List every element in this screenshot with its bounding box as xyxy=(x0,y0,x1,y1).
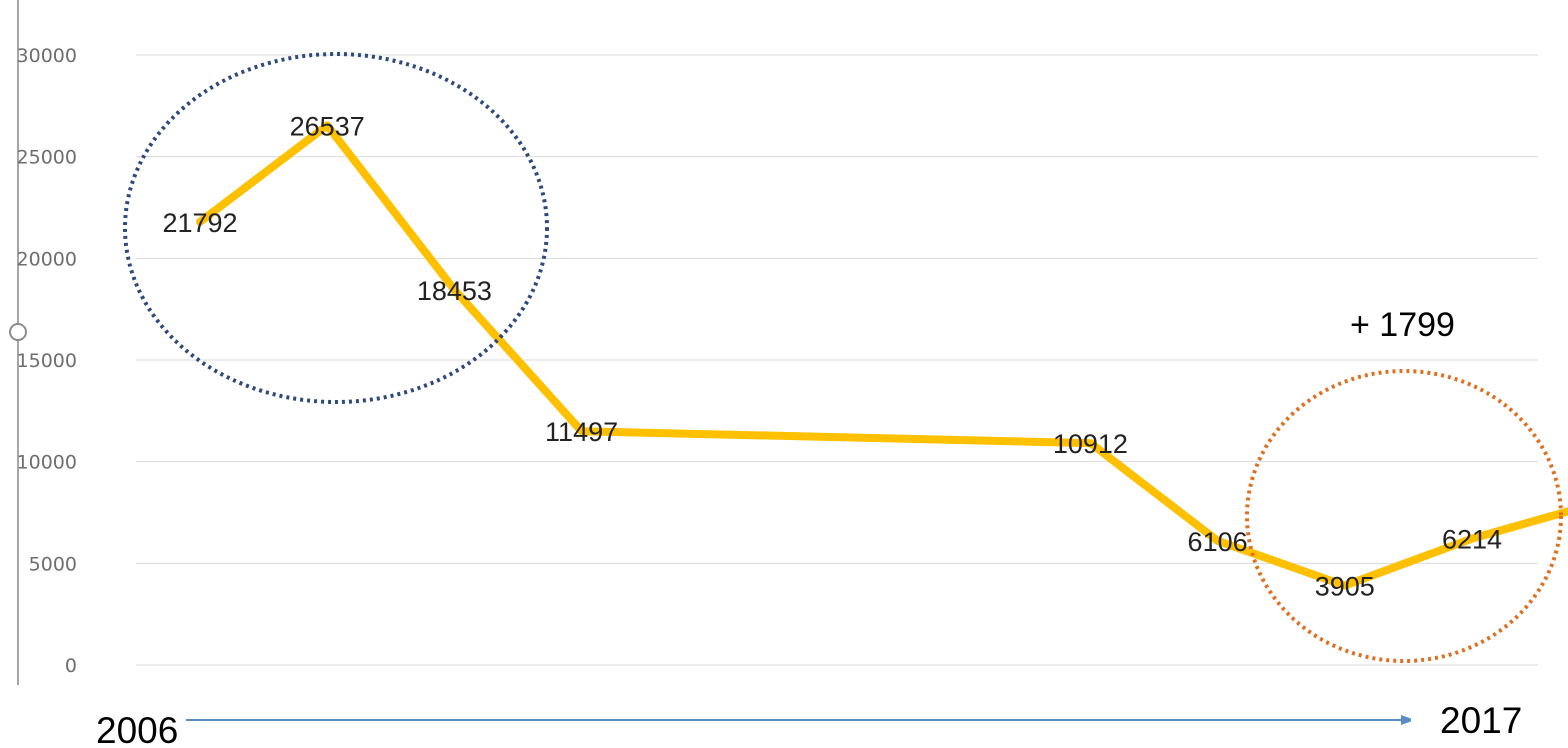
data-point xyxy=(1469,535,1475,542)
highlight-circle-left xyxy=(123,52,549,404)
data-point xyxy=(1087,440,1094,447)
data-label: 6106 xyxy=(1188,527,1248,557)
y-tick-label: 20000 xyxy=(17,248,77,270)
y-tick-label: 0 xyxy=(65,655,77,677)
y-tick-label: 5000 xyxy=(29,553,77,575)
data-label: 6214 xyxy=(1442,525,1502,555)
delta-annotation: + 1799 xyxy=(1350,306,1455,344)
y-tick-label: 10000 xyxy=(17,452,77,474)
data-point xyxy=(1214,537,1221,544)
y-tick-label: 15000 xyxy=(17,350,77,372)
highlight-circle-right xyxy=(1245,369,1563,663)
data-label: 18453 xyxy=(417,276,492,306)
data-point xyxy=(324,122,331,129)
data-point xyxy=(451,286,458,293)
data-point xyxy=(578,428,585,435)
data-label: 26537 xyxy=(290,111,365,141)
series-line xyxy=(196,121,1568,590)
y-tick-label: 30000 xyxy=(17,45,77,67)
data-point xyxy=(1341,582,1348,589)
data-label: 10912 xyxy=(1053,429,1128,459)
data-label: 11497 xyxy=(545,417,618,447)
axis-slider-handle xyxy=(9,323,27,341)
y-tick-label: 25000 xyxy=(17,147,77,169)
data-label: 3905 xyxy=(1315,572,1375,602)
start-year-label: 2006 xyxy=(96,710,178,748)
end-year-label: 2017 xyxy=(1440,700,1522,741)
data-point xyxy=(197,218,203,225)
data-label: 21792 xyxy=(162,208,237,238)
